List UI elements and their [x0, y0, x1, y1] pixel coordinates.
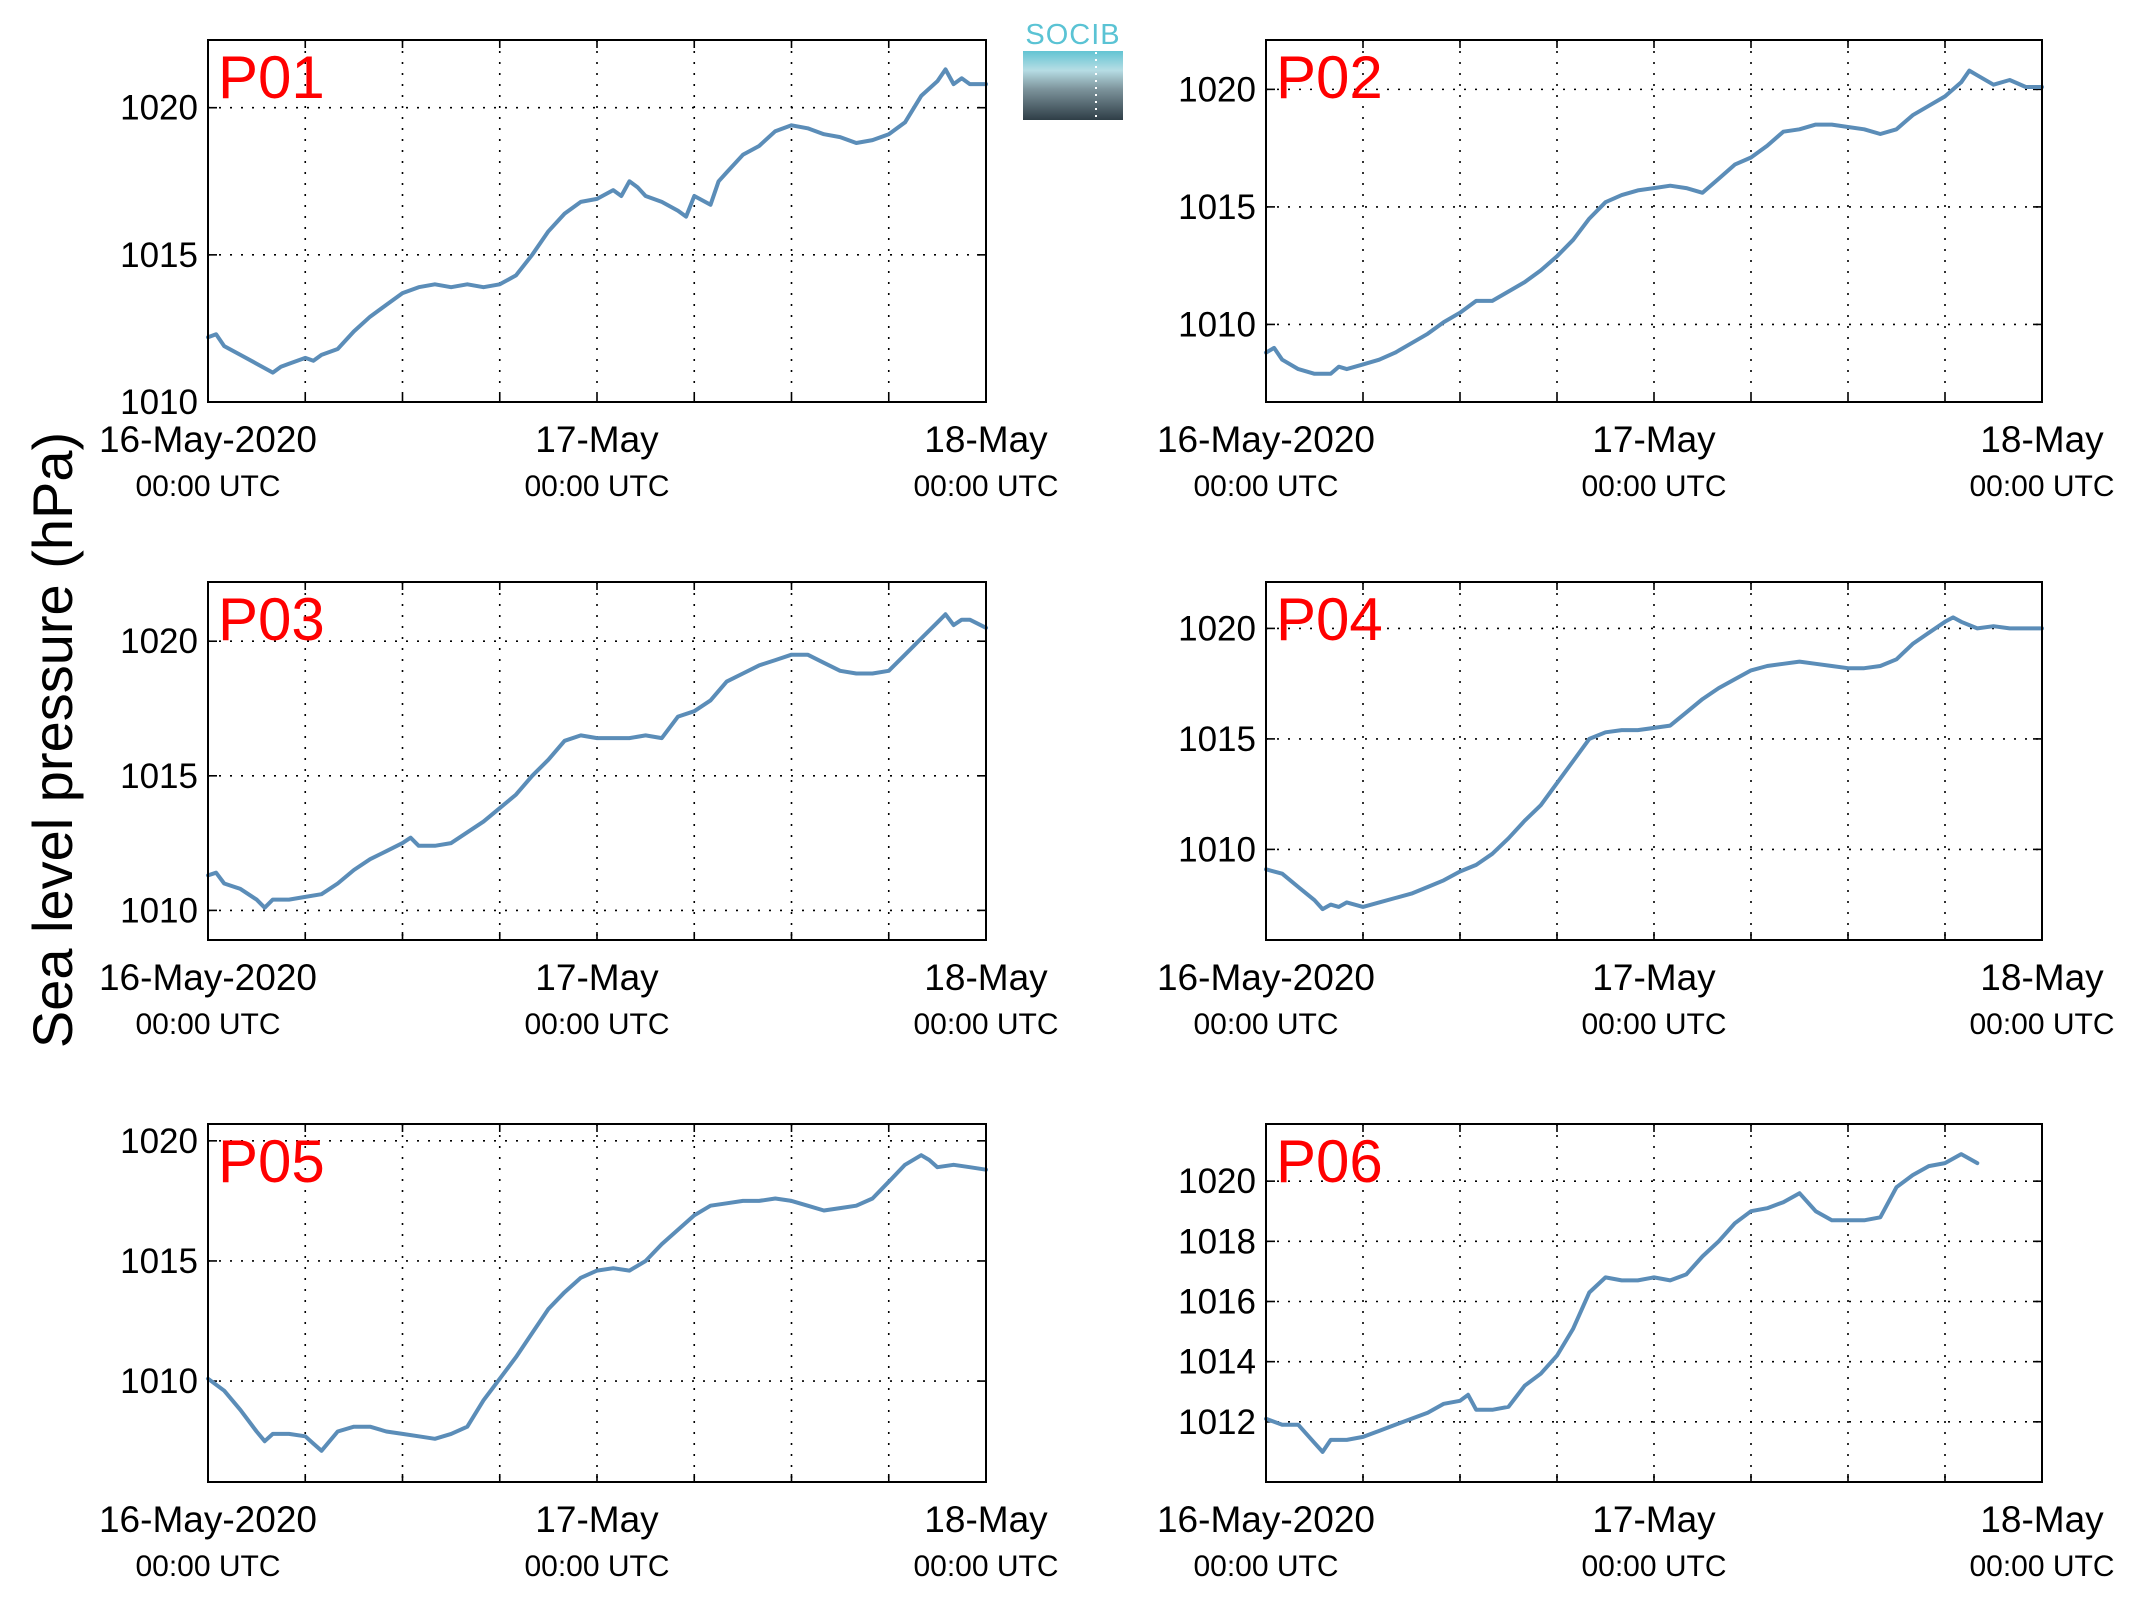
chart-panels: 1010 1015 1020 16-May-2020 00:00 UTC 17-May 00… — [99, 39, 2115, 1583]
x-tick-date-label: 17-May — [535, 957, 659, 998]
chart-panel-p03: 1010 1015 1020 16-May-2020 00:00 UTC 17-May 00… — [99, 581, 1059, 1041]
y-tick-label: 1015 — [120, 1242, 198, 1281]
x-tick-date-label: 17-May — [1592, 957, 1716, 998]
x-tick-date-label: 18-May — [1980, 1499, 2104, 1540]
x-tick-time-label: 00:00 UTC — [913, 470, 1058, 503]
y-tick-label: 1010 — [120, 1362, 198, 1401]
y-tick-label: 1014 — [1178, 1343, 1256, 1382]
x-tick-time-label: 00:00 UTC — [135, 1008, 280, 1041]
x-tick-time-label: 00:00 UTC — [913, 1008, 1058, 1041]
x-tick-time-label: 00:00 UTC — [1193, 470, 1338, 503]
y-tick-label: 1015 — [1178, 720, 1256, 759]
x-tick-date-label: 16-May-2020 — [1157, 1499, 1375, 1540]
plot-frame — [207, 39, 987, 403]
y-axis-label: Sea level pressure (hPa) — [21, 432, 84, 1048]
y-tick-label: 1018 — [1178, 1222, 1256, 1261]
y-tick-label: 1010 — [1178, 830, 1256, 869]
pressure-series-line — [1264, 68, 2044, 376]
x-tick-date-label: 16-May-2020 — [99, 1499, 317, 1540]
x-tick-date-label: 17-May — [535, 419, 659, 460]
x-tick-date-label: 17-May — [1592, 419, 1716, 460]
y-tick-label: 1012 — [1178, 1403, 1256, 1442]
x-tick-date-label: 16-May-2020 — [1157, 957, 1375, 998]
x-tick-time-label: 00:00 UTC — [1193, 1550, 1338, 1583]
x-tick-time-label: 00:00 UTC — [913, 1550, 1058, 1583]
chart-panel-p06: 1012 1014 1016 1018 1020 16-May-2020 00:00 UTC… — [1157, 1123, 2115, 1583]
chart-panel-p05: 1010 1015 1020 16-May-2020 00:00 UTC 17-May 00… — [99, 1122, 1059, 1583]
plot-frame — [207, 581, 987, 941]
x-tick-time-label: 00:00 UTC — [135, 1550, 280, 1583]
panel-label: P01 — [218, 44, 325, 111]
y-tick-label: 1015 — [120, 757, 198, 796]
y-tick-label: 1020 — [1178, 70, 1256, 109]
socib-logo: SOCIB — [1023, 19, 1123, 120]
x-tick-time-label: 00:00 UTC — [1969, 1008, 2114, 1041]
x-tick-date-label: 18-May — [1980, 957, 2104, 998]
y-tick-label: 1015 — [1178, 188, 1256, 227]
y-tick-label: 1020 — [120, 1122, 198, 1161]
x-tick-date-label: 18-May — [1980, 419, 2104, 460]
panel-label: P04 — [1276, 586, 1383, 653]
x-tick-time-label: 00:00 UTC — [524, 1550, 669, 1583]
x-tick-time-label: 00:00 UTC — [524, 1008, 669, 1041]
x-tick-date-label: 17-May — [535, 1499, 659, 1540]
y-tick-label: 1016 — [1178, 1282, 1256, 1321]
plot-frame — [1265, 39, 2043, 403]
logo-wordmark: SOCIB — [1025, 19, 1120, 51]
x-tick-time-label: 00:00 UTC — [1969, 470, 2114, 503]
panel-label: P03 — [218, 586, 325, 653]
y-tick-label: 1010 — [1178, 305, 1256, 344]
plot-frame — [1265, 1123, 2043, 1483]
chart-panel-p04: 1010 1015 1020 16-May-2020 00:00 UTC 17-May 00… — [1157, 581, 2115, 1041]
y-tick-label: 1020 — [1178, 609, 1256, 648]
y-tick-label: 1020 — [120, 622, 198, 661]
x-tick-time-label: 00:00 UTC — [135, 470, 280, 503]
y-tick-label: 1010 — [120, 891, 198, 930]
pressure-series-line — [206, 612, 988, 910]
y-tick-label: 1020 — [1178, 1162, 1256, 1201]
x-tick-date-label: 16-May-2020 — [99, 419, 317, 460]
x-tick-date-label: 18-May — [924, 419, 1048, 460]
panel-label: P05 — [218, 1128, 325, 1195]
panel-label: P06 — [1276, 1128, 1383, 1195]
x-tick-time-label: 00:00 UTC — [1581, 1550, 1726, 1583]
x-tick-date-label: 17-May — [1592, 1499, 1716, 1540]
x-tick-time-label: 00:00 UTC — [524, 470, 669, 503]
y-tick-label: 1010 — [120, 383, 198, 422]
x-tick-date-label: 18-May — [924, 957, 1048, 998]
x-tick-time-label: 00:00 UTC — [1581, 470, 1726, 503]
panel-label: P02 — [1276, 44, 1383, 111]
x-tick-time-label: 00:00 UTC — [1969, 1550, 2114, 1583]
x-tick-date-label: 16-May-2020 — [1157, 419, 1375, 460]
x-tick-date-label: 18-May — [924, 1499, 1048, 1540]
plot-frame — [1265, 581, 2043, 941]
x-tick-time-label: 00:00 UTC — [1193, 1008, 1338, 1041]
pressure-series-line — [206, 67, 988, 375]
x-tick-date-label: 16-May-2020 — [99, 957, 317, 998]
chart-panel-p01: 1010 1015 1020 16-May-2020 00:00 UTC 17-May 00… — [99, 39, 1059, 503]
x-tick-time-label: 00:00 UTC — [1581, 1008, 1726, 1041]
pressure-series-line — [1264, 615, 2044, 912]
plot-frame — [207, 1123, 987, 1483]
pressure-series-line — [206, 1153, 988, 1453]
y-tick-label: 1020 — [120, 89, 198, 128]
logo-mark — [1023, 51, 1123, 120]
pressure-series-line — [1264, 1152, 1980, 1454]
chart-panel-p02: 1010 1015 1020 16-May-2020 00:00 UTC 17-May 00… — [1157, 39, 2115, 503]
y-tick-label: 1015 — [120, 236, 198, 275]
